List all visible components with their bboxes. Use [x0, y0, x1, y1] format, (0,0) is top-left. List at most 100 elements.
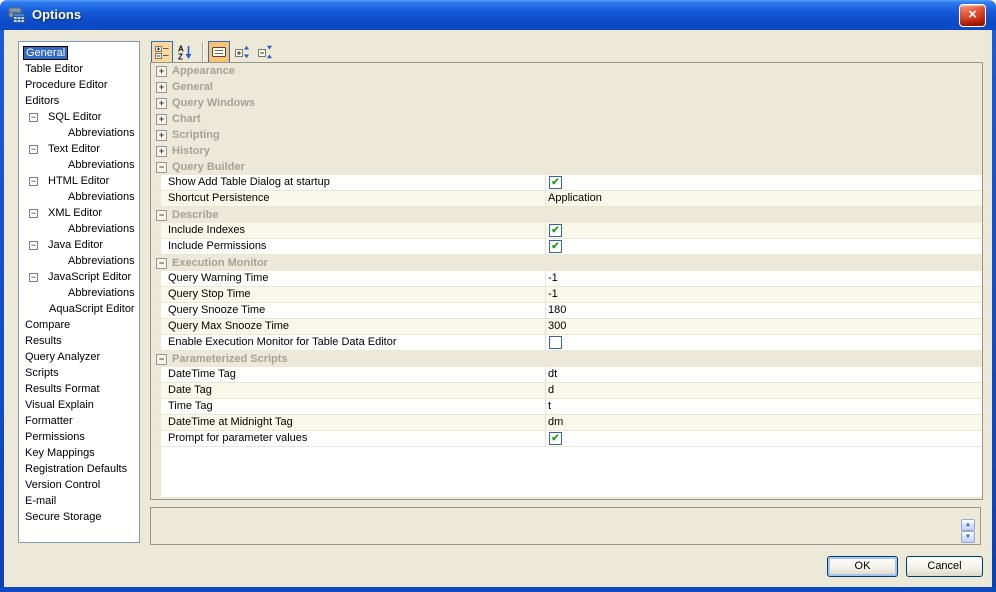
property-row-enable-execution-monitor-for-table-data-editor[interactable]: Enable Execution Monitor for Table Data …	[151, 335, 982, 351]
sidebar-item-compare[interactable]: Compare	[19, 317, 139, 333]
expand-icon[interactable]: +	[156, 97, 167, 109]
category-appearance[interactable]: + Appearance	[151, 63, 982, 79]
property-value[interactable]: ✔	[546, 240, 982, 253]
property-value[interactable]: 180	[548, 304, 567, 316]
tree-collapse-icon[interactable]: −	[29, 143, 38, 154]
property-row-time-tag[interactable]: Time Tag t	[151, 399, 982, 415]
collapse-icon[interactable]: −	[156, 257, 167, 269]
sidebar-item-aquascript-editor[interactable]: AquaScript Editor	[19, 301, 139, 317]
sidebar-item-general[interactable]: General	[19, 45, 139, 61]
category-query-builder[interactable]: − Query Builder	[151, 159, 982, 175]
expand-icon[interactable]: +	[156, 81, 167, 93]
category-history[interactable]: + History	[151, 143, 982, 159]
sidebar-item-results[interactable]: Results	[19, 333, 139, 349]
property-row-shortcut-persistence[interactable]: Shortcut Persistence Application	[151, 191, 982, 207]
property-row-query-snooze-time[interactable]: Query Snooze Time 180	[151, 303, 982, 319]
collapse-icon[interactable]: −	[156, 161, 167, 173]
property-value[interactable]: ✔	[546, 176, 982, 189]
sidebar-item-html-editor[interactable]: − HTML Editor	[19, 173, 139, 189]
property-row-prompt-for-parameter-values[interactable]: Prompt for parameter values ✔	[151, 431, 982, 447]
description-scroll-down-button[interactable]: ▼	[961, 531, 975, 543]
property-value[interactable]: -1	[548, 288, 558, 300]
window-frame-bottom	[0, 587, 996, 592]
tree-collapse-icon[interactable]: −	[29, 111, 38, 122]
sidebar-item-key-mappings[interactable]: Key Mappings	[19, 445, 139, 461]
tree-collapse-icon[interactable]: −	[29, 271, 38, 282]
sidebar-item-abbreviations[interactable]: Abbreviations	[19, 189, 139, 205]
categorized-view-button[interactable]	[151, 41, 173, 63]
property-row-include-permissions[interactable]: Include Permissions ✔	[151, 239, 982, 255]
sidebar-item-e-mail[interactable]: E-mail	[19, 493, 139, 509]
sidebar-item-sql-editor[interactable]: − SQL Editor	[19, 109, 139, 125]
sidebar-item-abbreviations[interactable]: Abbreviations	[19, 221, 139, 237]
property-row-datetime-tag[interactable]: DateTime Tag dt	[151, 367, 982, 383]
show-description-button[interactable]	[208, 41, 230, 63]
collapse-icon[interactable]: −	[156, 209, 167, 221]
sidebar-item-abbreviations[interactable]: Abbreviations	[19, 157, 139, 173]
sidebar-item-procedure-editor[interactable]: Procedure Editor	[19, 77, 139, 93]
property-value[interactable]: -1	[548, 272, 558, 284]
sidebar-item-version-control[interactable]: Version Control	[19, 477, 139, 493]
sidebar-item-results-format[interactable]: Results Format	[19, 381, 139, 397]
property-row-datetime-at-midnight-tag[interactable]: DateTime at Midnight Tag dm	[151, 415, 982, 431]
sidebar-item-visual-explain[interactable]: Visual Explain	[19, 397, 139, 413]
expand-icon[interactable]: +	[156, 113, 167, 125]
ok-button[interactable]: OK	[827, 556, 898, 577]
sidebar-item-formatter[interactable]: Formatter	[19, 413, 139, 429]
sidebar-item-javascript-editor[interactable]: − JavaScript Editor	[19, 269, 139, 285]
include-indexes-checkbox[interactable]: ✔	[549, 224, 562, 237]
sidebar-item-text-editor[interactable]: − Text Editor	[19, 141, 139, 157]
property-value[interactable]: Application	[548, 192, 602, 204]
property-row-query-max-snooze-time[interactable]: Query Max Snooze Time 300	[151, 319, 982, 335]
category-describe[interactable]: − Describe	[151, 207, 982, 223]
category-execution-monitor[interactable]: − Execution Monitor	[151, 255, 982, 271]
sidebar-item-abbreviations[interactable]: Abbreviations	[19, 285, 139, 301]
sidebar-item-abbreviations[interactable]: Abbreviations	[19, 125, 139, 141]
property-value[interactable]: dm	[548, 416, 564, 428]
property-row-show-add-table-dialog-at-startup[interactable]: Show Add Table Dialog at startup ✔	[151, 175, 982, 191]
category-chart[interactable]: + Chart	[151, 111, 982, 127]
expand-all-button[interactable]	[231, 41, 253, 63]
property-row-include-indexes[interactable]: Include Indexes ✔	[151, 223, 982, 239]
sidebar-item-table-editor[interactable]: Table Editor	[19, 61, 139, 77]
description-scroll-up-button[interactable]: ▲	[961, 519, 975, 531]
collapse-all-button[interactable]	[254, 41, 276, 63]
expand-icon[interactable]: +	[156, 129, 167, 141]
property-value[interactable]	[546, 336, 982, 349]
category-general[interactable]: + General	[151, 79, 982, 95]
sidebar-item-query-analyzer[interactable]: Query Analyzer	[19, 349, 139, 365]
property-value[interactable]: dt	[548, 368, 558, 380]
tree-collapse-icon[interactable]: −	[29, 207, 38, 218]
property-value[interactable]: ✔	[546, 432, 982, 445]
property-row-date-tag[interactable]: Date Tag d	[151, 383, 982, 399]
property-row-query-warning-time[interactable]: Query Warning Time -1	[151, 271, 982, 287]
enable-execution-monitor-for-table-data-editor-checkbox[interactable]	[549, 336, 562, 349]
category-parameterized-scripts[interactable]: − Parameterized Scripts	[151, 351, 982, 367]
sidebar-item-java-editor[interactable]: − Java Editor	[19, 237, 139, 253]
sidebar-item-editors[interactable]: Editors	[19, 93, 139, 109]
show-add-table-dialog-at-startup-checkbox[interactable]: ✔	[549, 176, 562, 189]
sidebar-item-permissions[interactable]: Permissions	[19, 429, 139, 445]
sidebar-item-secure-storage[interactable]: Secure Storage	[19, 509, 139, 525]
property-value[interactable]: t	[548, 400, 552, 412]
expand-icon[interactable]: +	[156, 145, 167, 157]
category-query-windows[interactable]: + Query Windows	[151, 95, 982, 111]
category-scripting[interactable]: + Scripting	[151, 127, 982, 143]
tree-collapse-icon[interactable]: −	[29, 239, 38, 250]
alphabetical-sort-button[interactable]: A Z	[174, 41, 196, 63]
collapse-icon[interactable]: −	[156, 353, 167, 365]
tree-collapse-icon[interactable]: −	[29, 175, 38, 186]
close-button[interactable]: ×	[959, 4, 986, 27]
sidebar-item-registration-defaults[interactable]: Registration Defaults	[19, 461, 139, 477]
sidebar-item-scripts[interactable]: Scripts	[19, 365, 139, 381]
property-value[interactable]: ✔	[546, 224, 982, 237]
property-value[interactable]: 300	[548, 320, 567, 332]
sidebar-item-xml-editor[interactable]: − XML Editor	[19, 205, 139, 221]
prompt-for-parameter-values-checkbox[interactable]: ✔	[549, 432, 562, 445]
include-permissions-checkbox[interactable]: ✔	[549, 240, 562, 253]
cancel-button[interactable]: Cancel	[906, 556, 983, 577]
expand-icon[interactable]: +	[156, 65, 167, 77]
property-row-query-stop-time[interactable]: Query Stop Time -1	[151, 287, 982, 303]
sidebar-item-abbreviations[interactable]: Abbreviations	[19, 253, 139, 269]
property-value[interactable]: d	[548, 384, 555, 396]
